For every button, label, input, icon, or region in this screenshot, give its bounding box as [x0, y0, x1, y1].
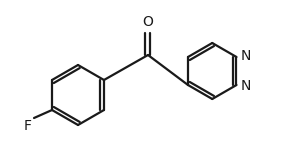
Text: O: O: [142, 15, 153, 29]
Text: F: F: [24, 119, 32, 133]
Text: N: N: [241, 79, 251, 93]
Text: N: N: [241, 49, 251, 63]
